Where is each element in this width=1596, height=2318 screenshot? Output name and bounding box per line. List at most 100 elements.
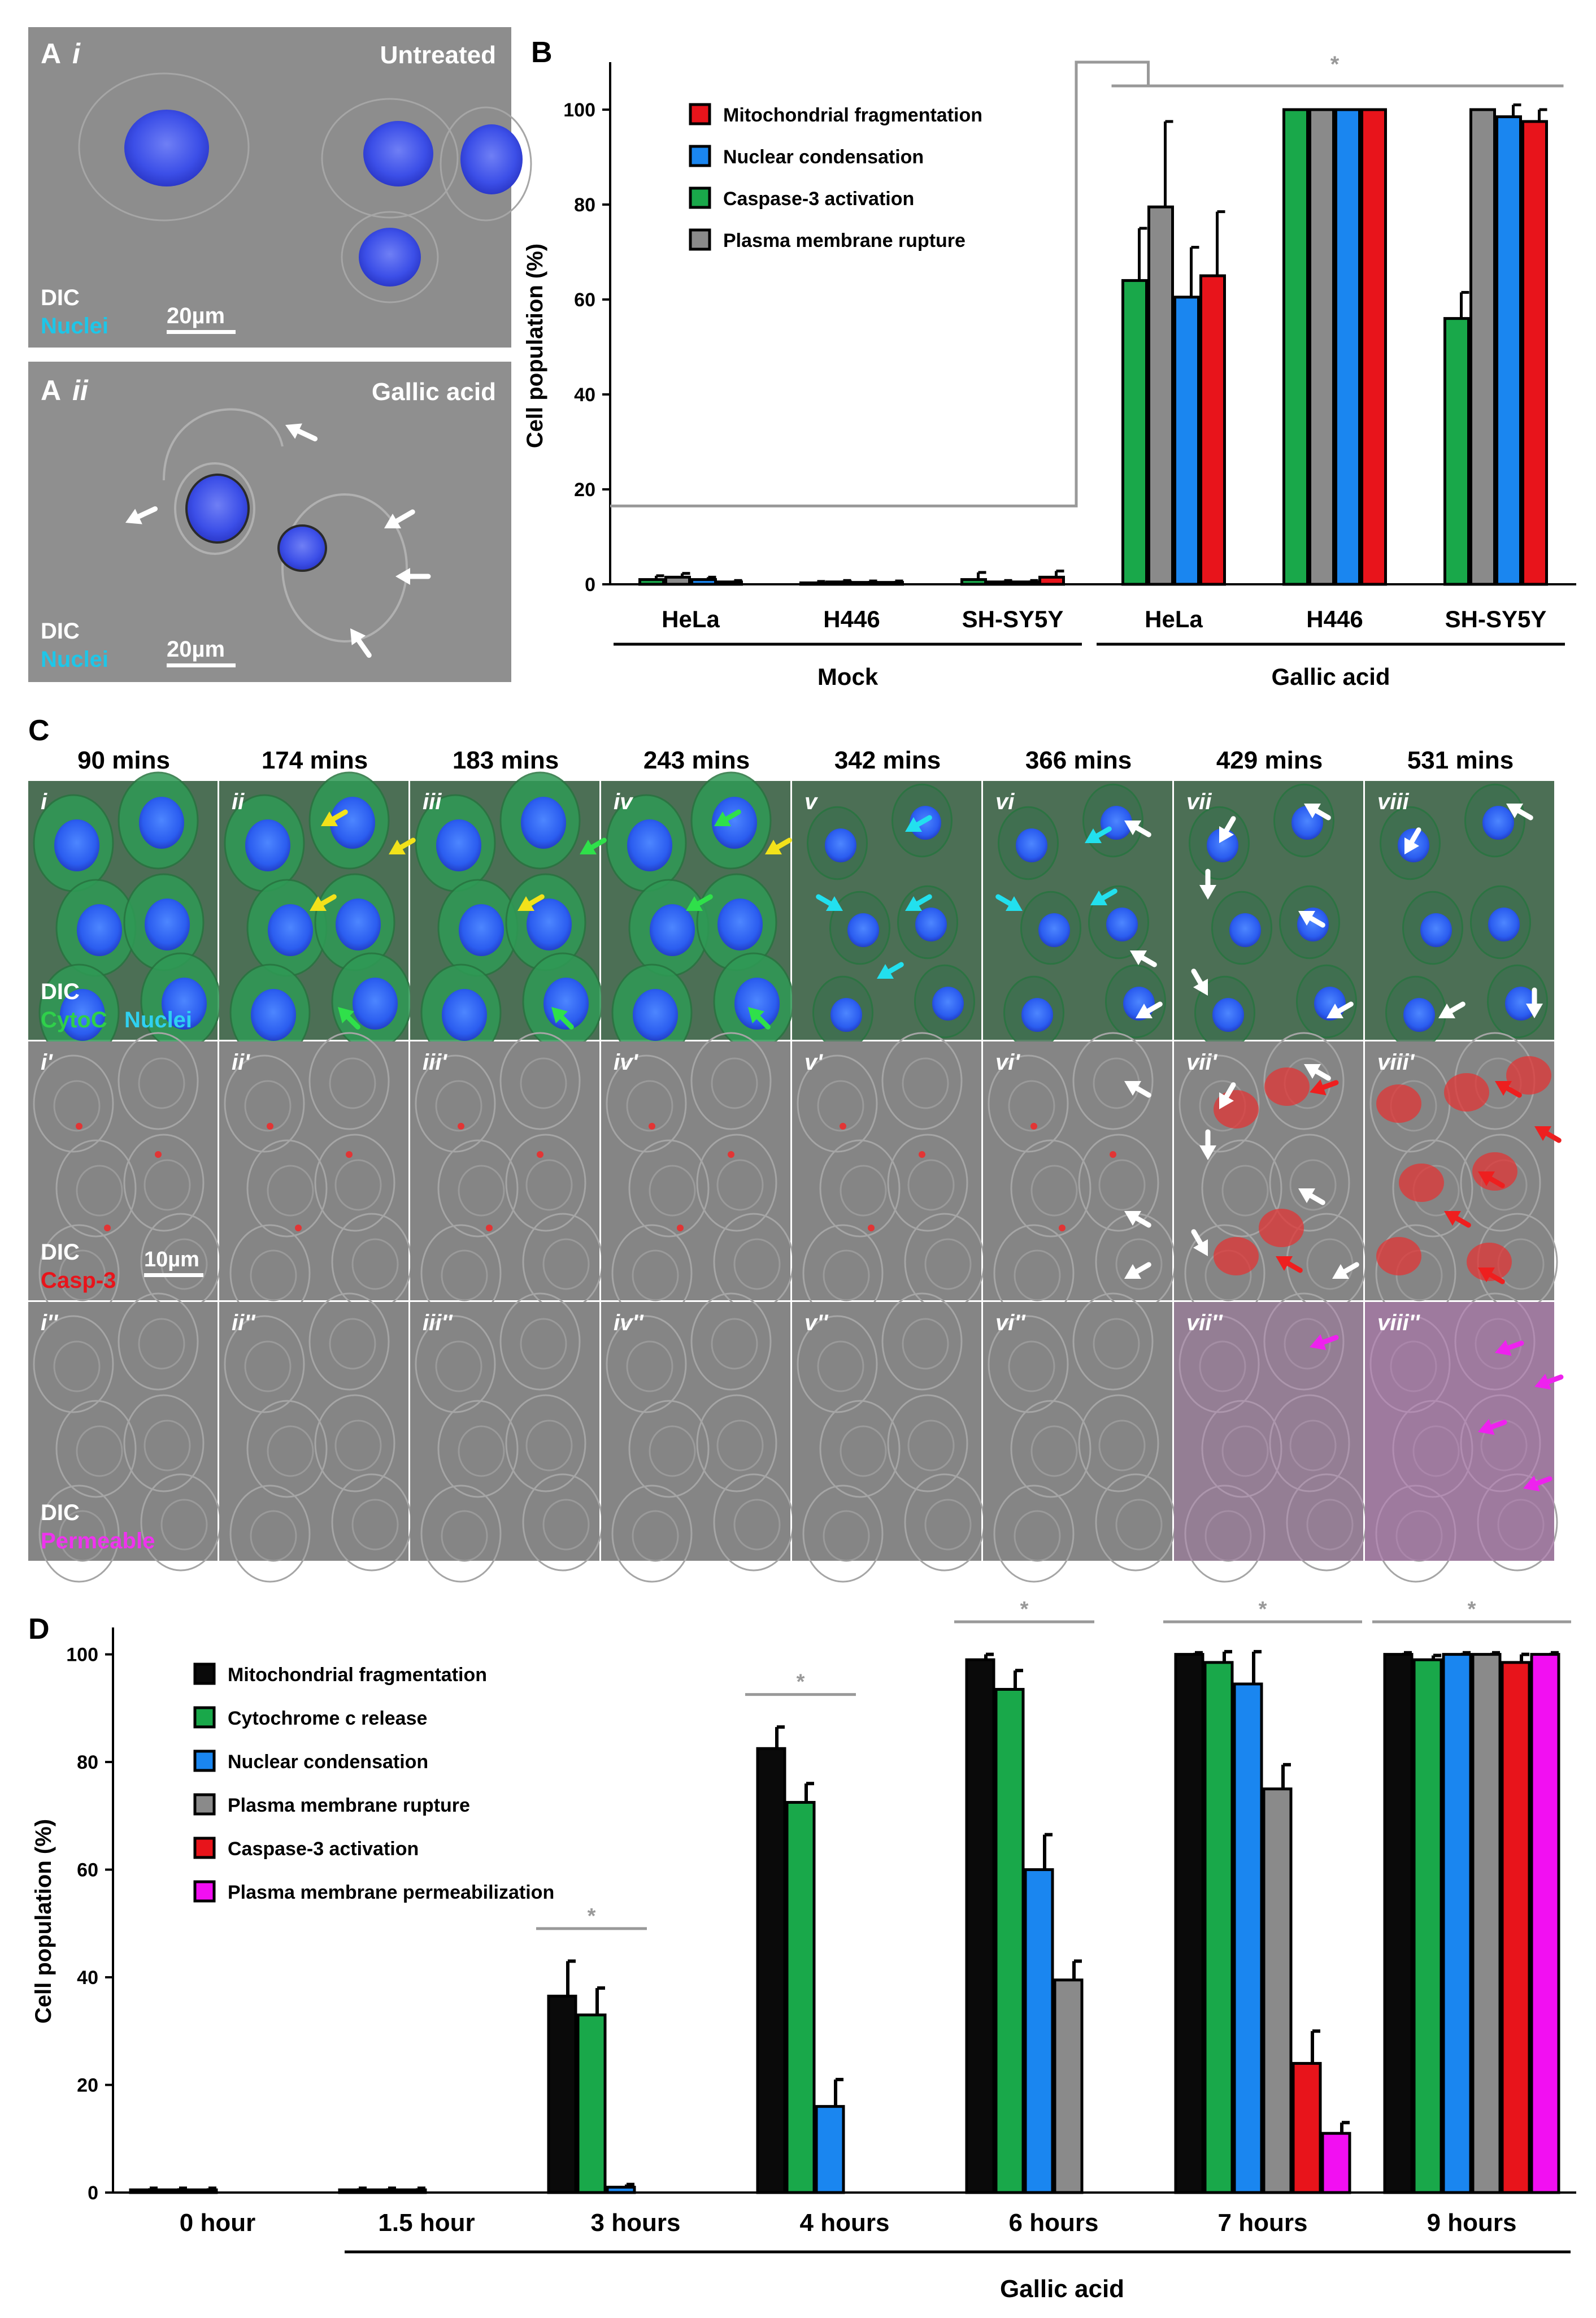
nucleus-outline [244, 1080, 292, 1132]
arrow-head [1495, 1340, 1512, 1356]
cell-outline [415, 1054, 496, 1153]
timelapse-tile: iv [601, 771, 794, 1062]
cell-outline [1369, 1315, 1451, 1413]
nucleus-outline [458, 1165, 505, 1217]
bar [1053, 1978, 1084, 2194]
cell-outline [123, 1134, 205, 1232]
y-tick-label: 40 [574, 384, 595, 406]
tile-tag: iv' [614, 1050, 638, 1075]
nucleus [460, 124, 523, 194]
legend-swatch [193, 1706, 216, 1729]
nucleus-outline [435, 1080, 482, 1132]
x-tick-label: 3 hours [591, 2209, 681, 2237]
bar [1203, 1661, 1234, 2194]
arrow-marker [905, 894, 932, 911]
tile-tag: viii' [1377, 1050, 1415, 1075]
cell-outline [1078, 1134, 1159, 1232]
nucleus-outline [458, 1425, 505, 1477]
nucleus [54, 819, 99, 871]
nucleus [1403, 998, 1435, 1032]
group-label: Gallic acid [1000, 2275, 1124, 2303]
arrow-head [350, 628, 366, 645]
arrow-head [1193, 978, 1208, 996]
micrograph-untreated [28, 27, 511, 348]
cell-outline [690, 1032, 772, 1130]
cell-outline [246, 1139, 328, 1238]
cell-outline [988, 1054, 1069, 1153]
scale-bar [167, 663, 236, 667]
arrow-marker [748, 1007, 771, 1030]
timelapse-tile: vi' [983, 1032, 1176, 1322]
nucleus [1291, 806, 1323, 840]
stain-dic-label: DIC [41, 285, 80, 310]
tile-tag: v'' [804, 1310, 829, 1335]
nucleus-outline [1497, 1499, 1545, 1551]
tile-tag: viii [1377, 789, 1409, 814]
nucleus-outline [138, 1318, 185, 1370]
nucleus-outline [716, 1420, 764, 1471]
arrow-marker [321, 809, 348, 826]
arrow-head [1534, 1374, 1551, 1390]
arrow-marker [1191, 1229, 1208, 1256]
bar [1282, 108, 1309, 586]
arrow-head [517, 896, 535, 911]
caspase-signal [1472, 1152, 1517, 1191]
timelapse-tile: iii' [410, 1032, 603, 1322]
cell-outline [881, 1292, 963, 1391]
nucleus [915, 908, 947, 941]
cell-outline [1392, 1400, 1473, 1498]
timelapse-tile: iii [410, 771, 603, 1062]
panel-a-i: A i Untreated DIC Nuclei 20µm [28, 27, 532, 348]
nucleus-outline [329, 1057, 376, 1109]
nucleus-outline [441, 1249, 488, 1301]
arrow-head [1193, 1239, 1208, 1256]
bar [188, 2188, 218, 2194]
cell-outline [611, 1484, 693, 1583]
nucleus-outline [902, 1318, 949, 1370]
nucleus [847, 913, 879, 947]
arrow-marker [1130, 950, 1157, 967]
bleb-outlines [163, 408, 408, 643]
nucleus [527, 898, 572, 950]
cell-outline [1375, 1484, 1456, 1583]
timelapse-tile: viii'' [1365, 1292, 1558, 1583]
arrow-head [1478, 1419, 1495, 1435]
nucleus [830, 998, 862, 1032]
arrow-marker [765, 837, 792, 854]
nucleus-outline [59, 1510, 106, 1562]
nucleus [124, 110, 209, 186]
timelapse-tile: i' [28, 1032, 221, 1322]
arrow-marker [1124, 1262, 1151, 1279]
cell-outline [797, 1315, 878, 1413]
nucleus-outline [334, 1159, 382, 1211]
x-tick-label: 1.5 hour [378, 2209, 475, 2237]
arrow-marker [1310, 1334, 1339, 1351]
bar [1469, 108, 1496, 586]
bar [338, 2188, 368, 2194]
significance-star: * [1468, 1598, 1476, 1621]
tile-background [601, 1041, 790, 1300]
caspase-dot [155, 1151, 162, 1158]
legend-swatch [689, 145, 711, 167]
tile-tag: ii' [232, 1050, 250, 1075]
cell-outline [1178, 1054, 1260, 1153]
y-tick-label: 60 [574, 289, 595, 311]
legend-label: Mitochondrial fragmentation [228, 1664, 487, 1686]
tile-background [792, 1041, 981, 1300]
nucleus-outline [143, 1159, 191, 1211]
timelapse-tile: ii'' [219, 1292, 412, 1583]
legend-label: Plasma membrane rupture [723, 230, 966, 251]
nucleus-outline [626, 1080, 673, 1132]
caspase-dot [346, 1151, 353, 1158]
arrow-head [1124, 1211, 1142, 1226]
arrow-marker [1478, 1171, 1505, 1188]
legend-swatch [689, 228, 711, 251]
arrow-marker [1090, 888, 1117, 905]
bar [690, 578, 717, 586]
arrow-head [1478, 1267, 1495, 1282]
bar [1360, 108, 1387, 586]
nucleus-outline [902, 1057, 949, 1109]
nucleus-outline [250, 1510, 297, 1562]
cell-outline [606, 1315, 687, 1413]
cell-outline [38, 1484, 120, 1583]
